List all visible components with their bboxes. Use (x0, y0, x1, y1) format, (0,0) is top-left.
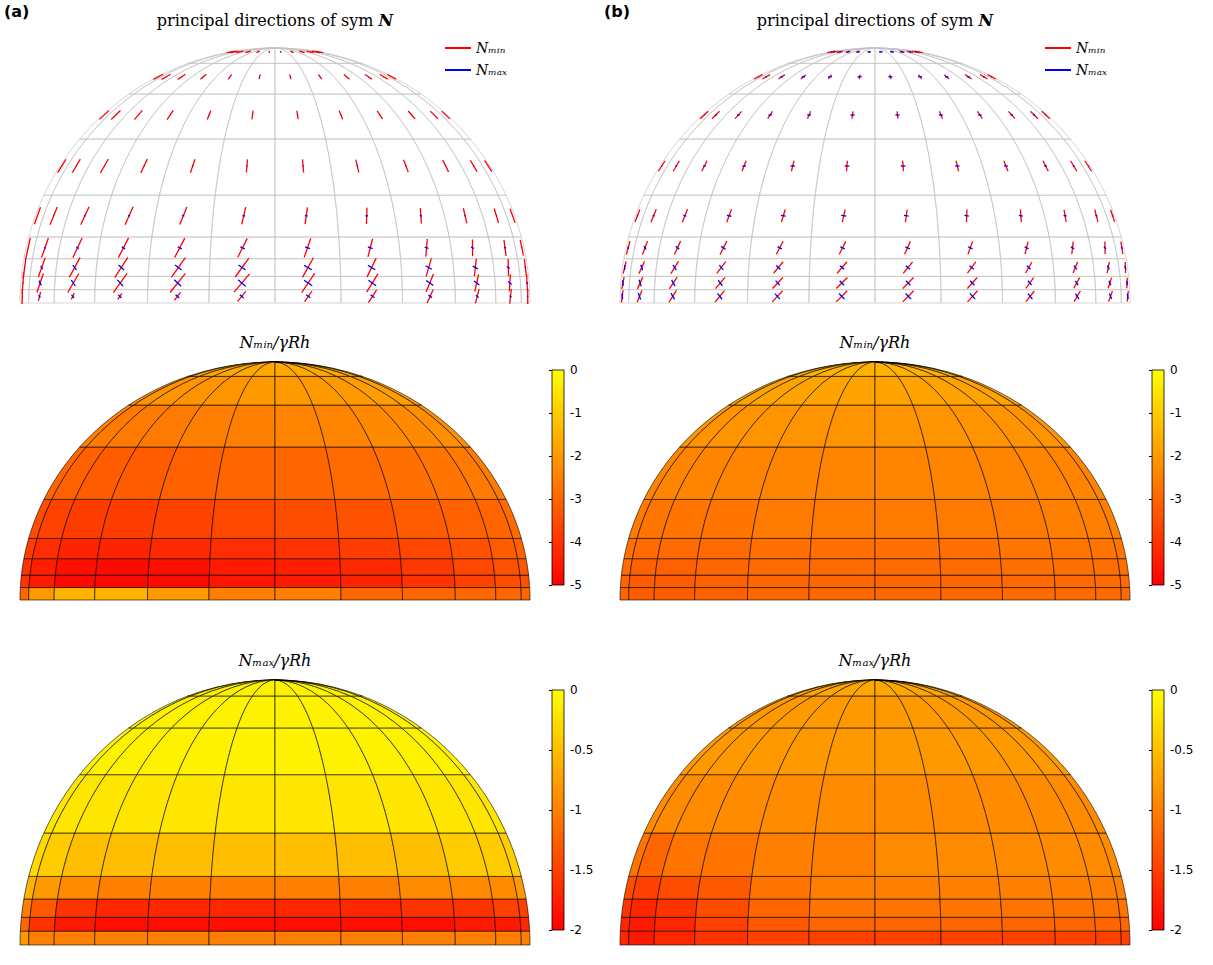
svg-text:0: 0 (570, 683, 578, 697)
svg-text:Nₘᵢₙ: Nₘᵢₙ (1075, 40, 1106, 56)
svg-text:-2: -2 (570, 449, 582, 463)
svg-text:-3: -3 (570, 492, 582, 506)
svg-text:-0.5: -0.5 (570, 743, 593, 757)
svg-text:-0.5: -0.5 (1170, 743, 1193, 757)
svg-text:(b): (b) (604, 2, 630, 21)
svg-text:Nₘₐₓ: Nₘₐₓ (475, 62, 507, 78)
svg-text:principal directions of sym: principal directions of sym (157, 11, 379, 30)
svg-text:-4: -4 (570, 535, 582, 549)
svg-text:Nₘₐₓ: Nₘₐₓ (1075, 62, 1107, 78)
svg-text:-1: -1 (1170, 803, 1182, 817)
svg-text:Nₘᵢₙ/γRh: Nₘᵢₙ/γRh (839, 333, 911, 352)
svg-text:-5: -5 (1170, 578, 1182, 592)
svg-text:Nₘₐₓ/γRh: Nₘₐₓ/γRh (238, 651, 312, 670)
svg-text:principal directions of sym: principal directions of sym (757, 11, 979, 30)
svg-text:-1.5: -1.5 (1170, 863, 1193, 877)
svg-text:(a): (a) (4, 2, 29, 21)
svg-text:-2: -2 (1170, 923, 1182, 937)
svg-text:-5: -5 (570, 578, 582, 592)
svg-text:Nₘᵢₙ/γRh: Nₘᵢₙ/γRh (239, 333, 311, 352)
svg-text:0: 0 (570, 363, 578, 377)
svg-text:-1: -1 (1170, 406, 1182, 420)
svg-text:-1.5: -1.5 (570, 863, 593, 877)
svg-text:-4: -4 (1170, 535, 1182, 549)
svg-text:Nₘₐₓ/γRh: Nₘₐₓ/γRh (838, 651, 912, 670)
svg-text:-2: -2 (570, 923, 582, 937)
svg-text:N: N (978, 11, 995, 30)
svg-text:0: 0 (1170, 683, 1178, 697)
svg-text:Nₘᵢₙ: Nₘᵢₙ (475, 40, 506, 56)
svg-text:0: 0 (1170, 363, 1178, 377)
svg-text:N: N (378, 11, 395, 30)
svg-text:-3: -3 (1170, 492, 1182, 506)
svg-text:-1: -1 (570, 406, 582, 420)
svg-text:-1: -1 (570, 803, 582, 817)
svg-text:-2: -2 (1170, 449, 1182, 463)
